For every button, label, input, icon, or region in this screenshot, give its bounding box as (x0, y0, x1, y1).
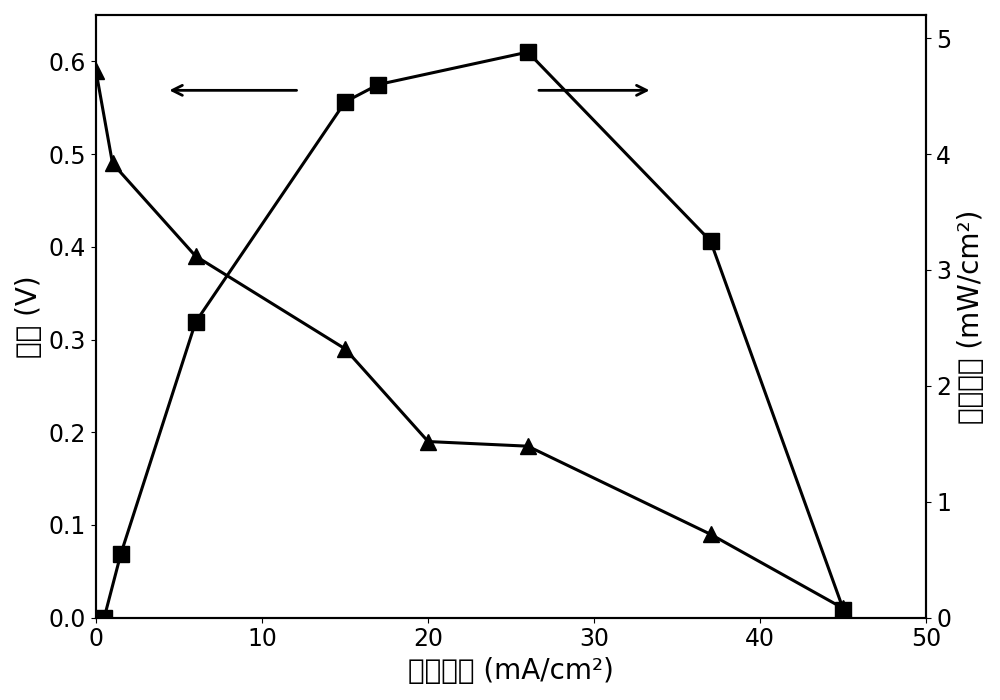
X-axis label: 电流密度 (mA/cm²): 电流密度 (mA/cm²) (408, 657, 614, 685)
Y-axis label: 功率密度 (mW/cm²): 功率密度 (mW/cm²) (957, 209, 985, 424)
Y-axis label: 电压 (V): 电压 (V) (15, 275, 43, 358)
